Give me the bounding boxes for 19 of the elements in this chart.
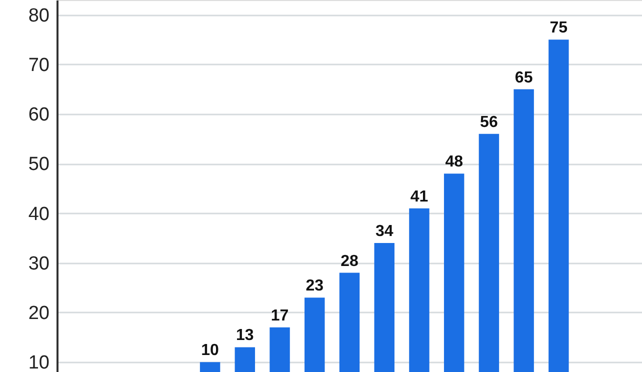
data-label: 23 — [306, 278, 324, 295]
y-tick-label: 60 — [28, 104, 50, 126]
data-label: 28 — [340, 252, 358, 270]
y-tick-label: 10 — [28, 352, 50, 372]
y-tick-label: 80 — [28, 5, 50, 26]
data-label: 41 — [410, 188, 428, 206]
data-label: 65 — [514, 69, 533, 86]
data-label: 75 — [550, 20, 568, 37]
data-label: 17 — [270, 307, 289, 324]
y-tick-label: 20 — [28, 302, 50, 324]
data-label: 10 — [201, 342, 220, 360]
data-label: 34 — [375, 223, 394, 240]
data-label: 56 — [480, 114, 498, 131]
data-label: 48 — [445, 154, 464, 171]
data-label: 13 — [236, 327, 254, 344]
y-tick-label: 30 — [28, 253, 50, 274]
y-tick-label: 50 — [28, 154, 50, 176]
y-tick-label: 70 — [28, 54, 50, 76]
y-tick-label: 40 — [28, 204, 50, 225]
